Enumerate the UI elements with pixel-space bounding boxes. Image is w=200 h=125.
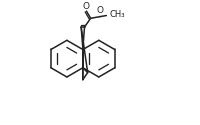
Text: CH₃: CH₃ xyxy=(109,10,125,19)
Text: O: O xyxy=(83,2,90,11)
Text: O: O xyxy=(96,6,103,15)
